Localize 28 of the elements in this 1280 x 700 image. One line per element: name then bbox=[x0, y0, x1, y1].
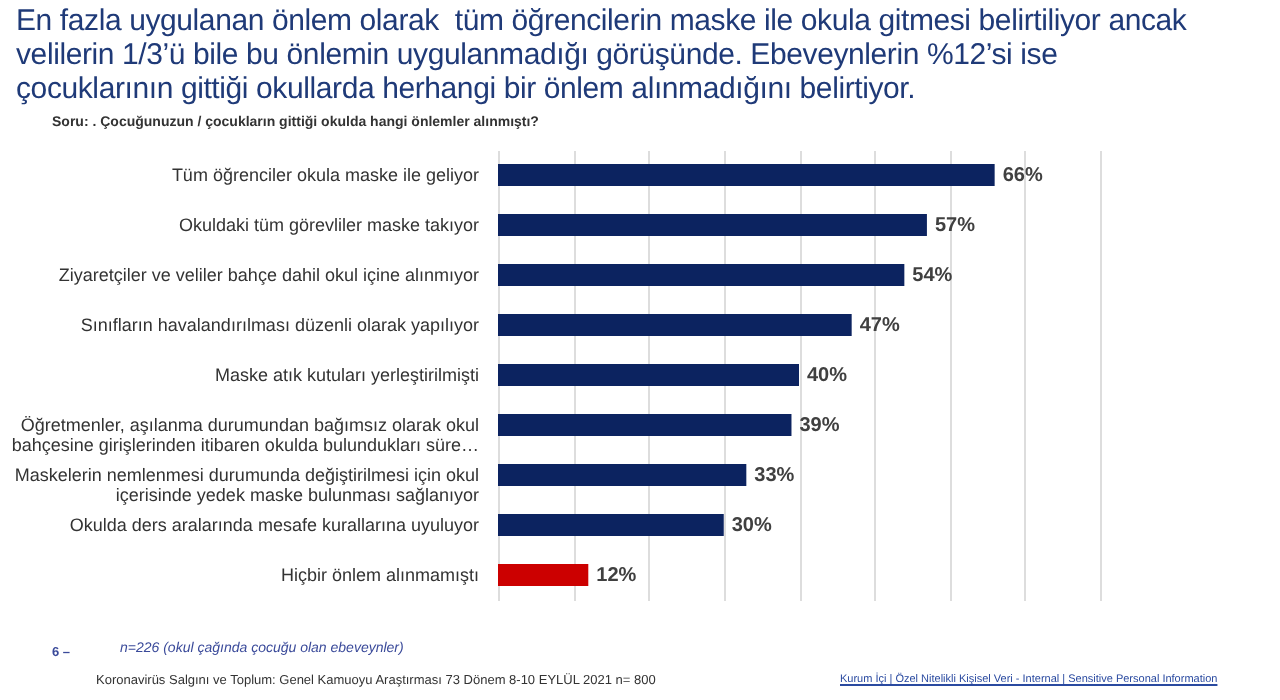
y-tick-label: Tüm öğrenciler okula maske ile geliyor bbox=[171, 165, 480, 185]
bar bbox=[498, 214, 927, 236]
data-label: 30% bbox=[731, 515, 772, 537]
bar bbox=[498, 164, 995, 186]
y-tick-label: Öğretmenler, aşılanma durumundan bağımsız olarak okul bahçesine girişlerinden itibaren okulda bulundukları süre… bbox=[11, 415, 479, 455]
y-tick-label: Hiçbir önlem alınmamıştı bbox=[280, 565, 479, 585]
bar bbox=[498, 314, 852, 336]
data-label: 54% bbox=[912, 265, 953, 287]
y-tick-label: Sınıfların havalandırılması düzenli olarak yapılıyor bbox=[80, 315, 479, 335]
data-label: 33% bbox=[754, 465, 795, 487]
data-label: 66% bbox=[1002, 165, 1043, 187]
data-label: 47% bbox=[859, 315, 900, 337]
bar bbox=[498, 264, 905, 286]
bar bbox=[498, 564, 589, 586]
bar bbox=[498, 514, 724, 536]
bar bbox=[498, 414, 792, 436]
y-tick-label: Okulda ders aralarında mesafe kurallarına uyuluyor bbox=[69, 515, 479, 535]
y-tick-label: Maske atık kutuları yerleştirilmişti bbox=[214, 365, 479, 385]
y-tick-label: Okuldaki tüm görevliler maske takıyor bbox=[178, 215, 479, 235]
chart-title: En fazla uygulanan önlem olarak tüm öğrencilerin maske ile okula gitmesi belirtiliyor ancak velilerin 1/3’ü bile bu önlemin uygulanmadığı görüşünde. Ebeveynlerin %12’si ise çocuklarının gittiği okullarda herhangi bir önlem alınmadığını belirtiyor. bbox=[16, 4, 1187, 106]
data-label: 39% bbox=[799, 415, 840, 437]
data-label: 12% bbox=[596, 565, 637, 587]
y-tick-label: Ziyaretçiler ve veliler bahçe dahil okul içine alınmıyor bbox=[58, 265, 479, 285]
bar bbox=[498, 464, 747, 486]
bar bbox=[498, 364, 799, 386]
data-label: 40% bbox=[807, 365, 848, 387]
y-tick-label: Maskelerin nemlenmesi durumunda değiştirilmesi için okul içerisinde yedek maske bulunması sağlanıyor bbox=[14, 465, 479, 505]
data-label: 57% bbox=[934, 215, 976, 237]
